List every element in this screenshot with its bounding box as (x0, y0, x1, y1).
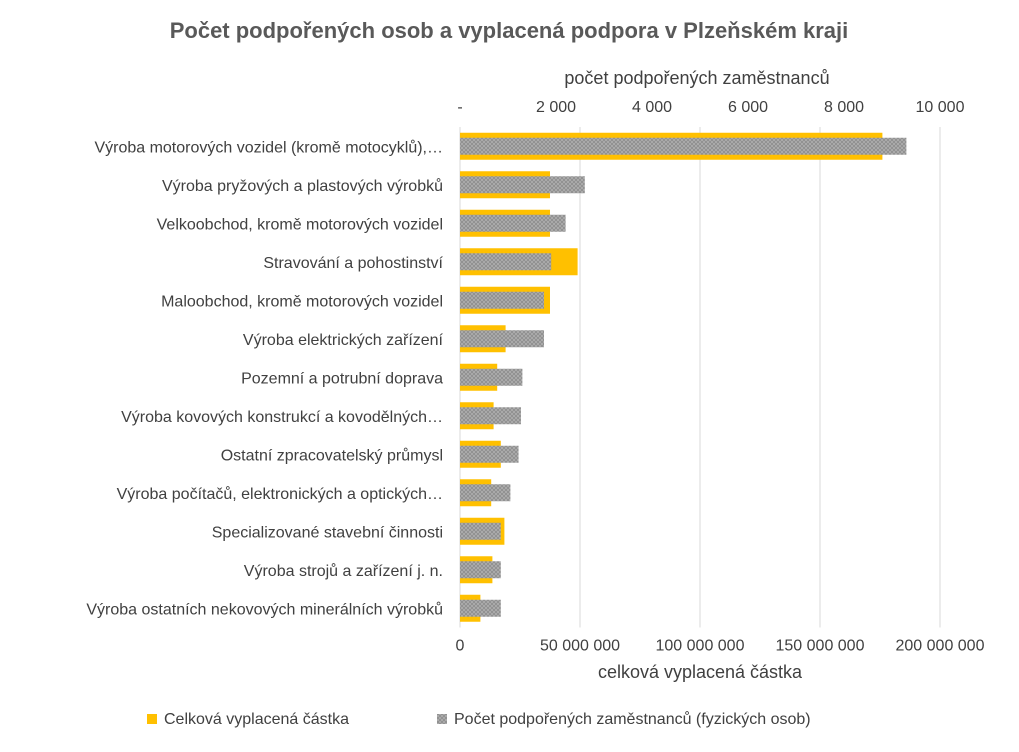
bottom-tick-label: 150 000 000 (776, 638, 865, 655)
bar-employees (460, 561, 501, 579)
category-label: Výroba ostatních nekovových minerálních … (86, 600, 443, 618)
category-label: Ostatní zpracovatelský průmysl (221, 446, 443, 464)
category-label: Maloobchod, kromě motorových vozidel (161, 293, 443, 310)
bar-employees (460, 214, 566, 232)
bar-employees (460, 407, 521, 425)
top-tick-label: 4 000 (632, 99, 672, 116)
legend-swatch-employees (437, 714, 447, 724)
category-label: Pozemní a potrubní doprava (241, 370, 443, 387)
legend-label-amount: Celková vyplacená částka (164, 711, 349, 728)
top-tick-label: 2 000 (536, 99, 576, 116)
bar-employees (460, 176, 585, 194)
top-tick-label: 8 000 (824, 99, 864, 116)
bars (460, 132, 907, 622)
category-label: Výroba strojů a zařízení j. n. (244, 562, 443, 580)
category-label: Velkoobchod, kromě motorových vozidel (157, 216, 443, 233)
category-labels: Výroba motorových vozidel (kromě motocyk… (86, 138, 443, 618)
gridlines (459, 127, 941, 628)
legend-label-employees: Počet podpořených zaměstnanců (fyzických… (454, 710, 811, 728)
bar-employees (460, 445, 519, 463)
category-label: Výroba motorových vozidel (kromě motocyk… (94, 138, 443, 156)
bar-employees (460, 291, 544, 309)
bottom-tick-label: 0 (456, 638, 465, 655)
top-tick-label: 10 000 (916, 99, 965, 116)
legend: Celková vyplacená částka Počet podpořený… (147, 710, 811, 728)
bottom-axis-title: celková vyplacená částka (598, 662, 803, 682)
legend-swatch-amount (147, 714, 157, 724)
bottom-tick-label: 100 000 000 (656, 638, 745, 655)
category-label: Výroba pryžových a plastových výrobků (162, 177, 443, 195)
chart-title: Počet podpořených osob a vyplacená podpo… (170, 18, 849, 43)
bar-employees (460, 484, 511, 502)
bar-employees (460, 522, 501, 540)
bar-employees (460, 137, 907, 155)
category-label: Stravování a pohostinství (263, 255, 443, 272)
bottom-tick-label: 200 000 000 (896, 638, 985, 655)
bar-employees (460, 599, 501, 617)
top-tick-label: 6 000 (728, 99, 768, 116)
category-label: Výroba kovových konstrukcí a kovodělných… (121, 409, 443, 426)
top-axis-title: počet podpořených zaměstnanců (564, 68, 829, 88)
category-label: Výroba počítačů, elektronických a optick… (117, 485, 443, 503)
bottom-tick-label: 50 000 000 (540, 638, 620, 655)
category-label: Specializované stavební činnosti (212, 524, 443, 541)
tick-labels: 0 50 000 000 100 000 000 150 000 000 200 000… (456, 99, 985, 655)
category-label: Výroba elektrických zařízení (243, 332, 444, 349)
bar-employees (460, 253, 552, 271)
top-tick-label: - (457, 99, 462, 116)
bar-employees (460, 330, 544, 348)
bar-employees (460, 368, 523, 386)
